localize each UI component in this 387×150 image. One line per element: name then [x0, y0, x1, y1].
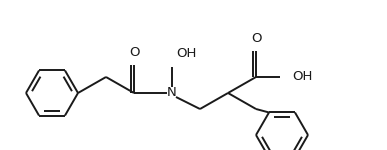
- Text: O: O: [252, 32, 262, 45]
- Text: O: O: [130, 46, 140, 59]
- Text: OH: OH: [176, 47, 196, 60]
- Text: OH: OH: [292, 70, 312, 84]
- Text: N: N: [167, 87, 177, 99]
